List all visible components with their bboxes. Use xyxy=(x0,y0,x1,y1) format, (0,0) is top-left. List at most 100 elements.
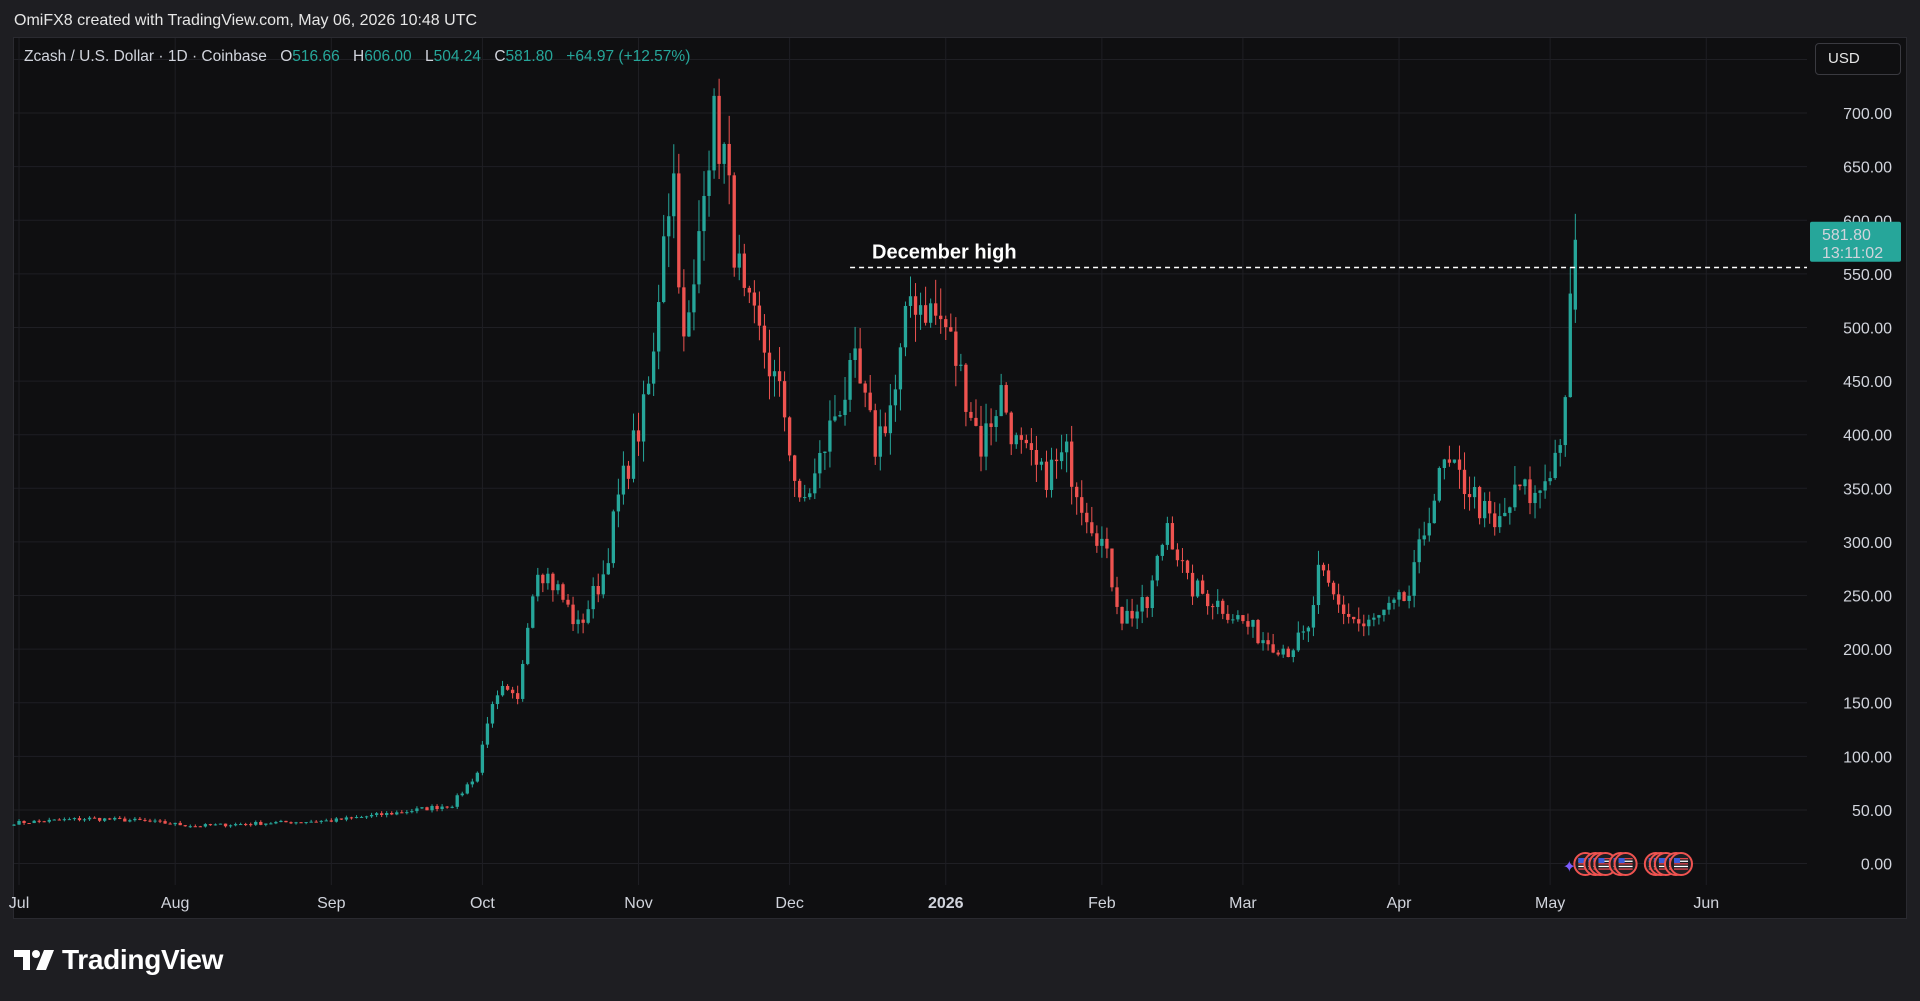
candle-down xyxy=(1528,479,1532,504)
candle-up xyxy=(440,806,444,809)
candle-down xyxy=(249,824,253,826)
candle-up xyxy=(309,821,313,823)
candle-down xyxy=(747,287,751,293)
candle-down xyxy=(510,689,515,694)
candle-down xyxy=(1175,549,1180,561)
candle-down xyxy=(561,584,565,600)
candle-up xyxy=(420,807,424,809)
price-tick-label: 550.00 xyxy=(1843,267,1892,284)
candle-up xyxy=(228,825,233,827)
candle-up xyxy=(828,420,832,452)
flag-stripe xyxy=(1618,863,1633,865)
candle-down xyxy=(1110,548,1114,588)
flag-stripe xyxy=(1598,858,1613,860)
candle-down xyxy=(1321,564,1326,571)
candle-down xyxy=(782,381,787,418)
candle-down xyxy=(752,292,757,306)
candle-up xyxy=(1422,535,1426,540)
candle-down xyxy=(289,822,293,824)
price-tick-label: 500.00 xyxy=(1843,320,1892,337)
candle-last xyxy=(1573,239,1577,310)
candle-down xyxy=(969,411,973,418)
candle-up xyxy=(672,173,676,217)
candle-down xyxy=(798,480,802,498)
candle-up xyxy=(586,609,590,623)
price-tick-label: 450.00 xyxy=(1843,374,1892,391)
candle-down xyxy=(299,822,303,824)
candle-down xyxy=(1034,449,1039,465)
price-tick-label: 250.00 xyxy=(1843,589,1892,606)
us-flag-icon xyxy=(1613,852,1638,876)
candle-up xyxy=(218,823,223,825)
flag-stripe xyxy=(1598,863,1613,865)
candle-down xyxy=(1004,385,1008,413)
candle-down xyxy=(37,820,41,822)
chart-frame[interactable] xyxy=(13,37,1907,919)
candle-up xyxy=(1382,609,1386,616)
low-label: L xyxy=(424,48,434,65)
candle-up xyxy=(128,820,132,822)
candle-down xyxy=(727,143,731,176)
candle-down xyxy=(1347,613,1351,617)
candle-down xyxy=(1331,582,1336,595)
candle-up xyxy=(490,704,495,724)
candle-down xyxy=(682,287,686,337)
candle-up xyxy=(475,772,480,782)
change-value: +64.97 (+12.57%) xyxy=(566,48,691,65)
us-flag-icon xyxy=(1669,852,1694,876)
candle-down xyxy=(1352,616,1356,620)
candle-down xyxy=(1276,652,1280,655)
candle-up xyxy=(606,563,610,575)
candle-up xyxy=(500,685,505,696)
candle-up xyxy=(893,389,898,406)
time-tick-label: Jul xyxy=(9,895,29,912)
candle-up xyxy=(702,195,706,232)
candle-down xyxy=(1336,594,1341,605)
event-markers: ✦ xyxy=(1563,852,1694,876)
candle-up xyxy=(1049,459,1054,490)
candle-up xyxy=(888,405,893,434)
candle-down xyxy=(762,325,767,353)
candle-down xyxy=(1357,619,1361,624)
candle-down xyxy=(1493,513,1497,528)
flag-stripe xyxy=(1674,858,1689,860)
candle-down xyxy=(198,826,203,828)
candle-up xyxy=(813,473,817,494)
bar-countdown: 13:11:02 xyxy=(1822,245,1883,262)
candle-up xyxy=(848,360,852,400)
candle-up xyxy=(772,371,777,377)
candle-up xyxy=(722,143,726,164)
candle-down xyxy=(777,371,782,382)
candle-up xyxy=(1231,619,1235,621)
candle-up xyxy=(1195,580,1200,597)
candle-up xyxy=(385,813,389,815)
candle-down xyxy=(742,253,746,288)
currency-button[interactable]: USD xyxy=(1815,43,1901,75)
symbol-name[interactable]: Zcash / U.S. Dollar · 1D · Coinbase xyxy=(24,48,267,65)
candle-up xyxy=(616,494,621,512)
candle-down xyxy=(1080,497,1084,513)
candle-down xyxy=(934,303,938,316)
flag-stripe xyxy=(1598,865,1613,868)
candle-up xyxy=(1387,602,1391,610)
candle-up xyxy=(354,817,359,819)
candle-up xyxy=(546,573,550,584)
candle-down xyxy=(974,417,978,426)
candle-up xyxy=(47,819,51,822)
chart-credit: OmiFX8 created with TradingView.com, May… xyxy=(14,12,478,29)
candle-up xyxy=(173,822,177,825)
candle-down xyxy=(123,818,127,822)
candle-up xyxy=(1548,478,1552,482)
candle-down xyxy=(1286,648,1290,658)
candle-down xyxy=(767,352,772,377)
brand[interactable]: TradingView xyxy=(14,944,223,976)
flag-stripe xyxy=(1618,860,1633,862)
candle-down xyxy=(92,817,97,819)
symbol-legend: Zcash / U.S. Dollar · 1D · Coinbase O516… xyxy=(24,48,690,66)
candle-down xyxy=(284,820,288,823)
candle-up xyxy=(1306,627,1311,632)
candle-down xyxy=(566,599,570,605)
candle-up xyxy=(1064,441,1069,453)
candle-up xyxy=(1301,631,1306,633)
